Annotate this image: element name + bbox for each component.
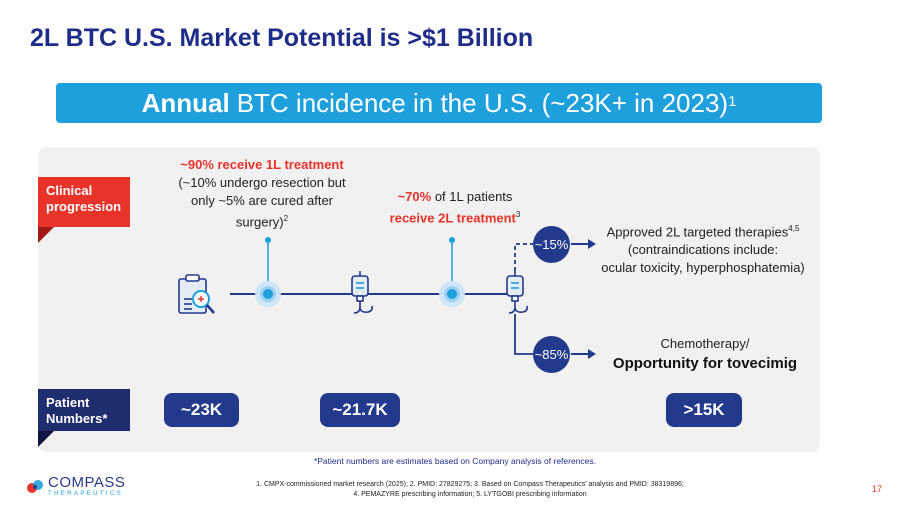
compass-logo-icon <box>27 480 43 493</box>
clipboard-magnifier-icon <box>178 274 215 314</box>
page-title: 2L BTC U.S. Market Potential is >$1 Bill… <box>30 24 534 52</box>
node-2 <box>439 281 465 307</box>
chemotherapy-text: Chemotherapy/ Opportunity for tovecimig <box>600 334 810 374</box>
patients-21-7k: ~21.7K <box>320 393 400 427</box>
targeted-therapies-text: Approved 2L targeted therapies4,5 (contr… <box>601 224 805 276</box>
tovecimig-opportunity: Opportunity for tovecimig <box>612 355 798 372</box>
branch-top-line <box>514 243 533 271</box>
patients-15k: >15K <box>666 393 742 427</box>
stem-dot-2 <box>449 237 455 243</box>
estimates-footnote: *Patient numbers are estimates based on … <box>313 456 597 466</box>
pct-15-pill: ~15% <box>533 226 570 263</box>
compass-logo: COMPASS THERAPEUTICS <box>26 475 125 498</box>
patients-23k: ~23K <box>164 393 239 427</box>
banner-text: BTC incidence in the U.S. (~23K+ in 2023… <box>236 87 729 118</box>
stem-dot-1 <box>265 237 271 243</box>
page-number: 17 <box>872 484 883 494</box>
pct-85-pill: ~85% <box>533 336 570 373</box>
iv-bag-icon-1 <box>351 271 373 314</box>
banner-bold: Annual <box>141 87 230 118</box>
references: 1. CMPX-commissioned market research (20… <box>256 481 684 498</box>
step1-text: ~90% receive 1L treatment (~10% undergo … <box>162 156 362 231</box>
incidence-banner: Annual BTC incidence in the U.S. (~23K+ … <box>56 83 822 123</box>
step2-text: ~70% of 1L patients receive 2L treatment… <box>389 189 521 226</box>
banner-sup: 1 <box>728 92 737 110</box>
step1-headline: ~90% receive 1L treatment <box>180 157 344 172</box>
patient-numbers-tag: Patient Numbers* <box>38 389 130 431</box>
branch-bottom-line <box>514 314 533 355</box>
iv-bag-icon-2 <box>506 271 528 314</box>
node-1 <box>255 281 281 307</box>
clinical-progression-tag: Clinical progression <box>38 177 130 227</box>
